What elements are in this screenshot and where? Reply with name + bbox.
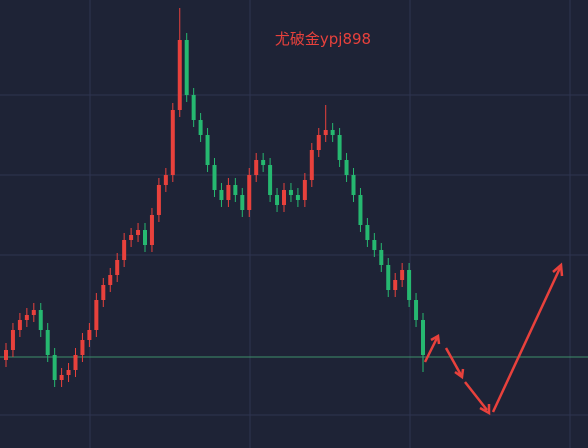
candle-body [87,330,92,340]
candle-body [115,260,120,275]
candle-body [226,185,231,200]
candle-body [275,195,280,205]
candle-body [108,275,113,285]
candle-body [288,190,293,195]
candle-body [233,185,238,195]
candle-body [122,240,127,260]
candle-body [101,285,106,300]
candle-body [136,230,141,235]
candle-body [4,350,8,360]
candle-body [268,165,273,195]
candle-body [309,150,314,180]
candle-body [17,320,22,330]
candle-body [302,180,307,200]
candle-body [344,160,349,175]
candle-body [129,235,134,240]
arrow [444,347,463,376]
candle-body [358,195,363,225]
candle-body [52,355,57,380]
candle-body [38,310,43,330]
candle-body [295,195,300,200]
arrowhead [479,404,491,416]
candle-body [219,190,224,200]
watermark: 尤破金ypj898 [275,30,371,48]
candle-body [386,265,391,290]
arrow [423,337,439,363]
candle-body [261,160,266,165]
candle-body [372,240,377,250]
arrow [491,267,562,413]
candle-body [240,195,245,210]
candles [0,8,588,387]
candle-body [45,330,50,355]
candle-body [156,185,161,215]
candle-body [365,225,370,240]
candle-body [31,310,36,315]
candle-body [24,315,29,320]
candle-body [10,330,15,350]
candle-body [212,165,217,190]
arrowhead [454,368,465,380]
candle-body [393,280,398,290]
arrowhead [430,333,441,345]
candle-body [407,270,412,300]
candle-body [149,215,154,245]
candle-body [66,370,71,375]
candle-body [170,110,175,175]
candle-body [330,130,335,135]
candle-body [247,175,252,210]
candle-body [163,175,168,185]
candle-body [80,340,85,355]
candle-body [59,375,64,380]
candle-body [323,130,328,135]
candle-body [205,135,210,165]
candle-body [351,175,356,195]
candle-body [177,40,182,110]
candle-body [282,190,286,205]
arrowhead [552,262,564,277]
candle-body [379,250,384,265]
candle-body [198,120,203,135]
candle-body [73,355,78,370]
candle-body [191,95,196,120]
annotation-arrows [423,262,564,416]
arrow [464,381,488,411]
candle-body [94,300,99,330]
candle-body [400,270,405,280]
candle-body [254,160,259,175]
candle-body [421,320,425,355]
candle-body [337,135,342,160]
candle-body [184,40,189,95]
candle-body [414,300,419,320]
candle-body [143,230,147,245]
candle-body [316,135,321,150]
